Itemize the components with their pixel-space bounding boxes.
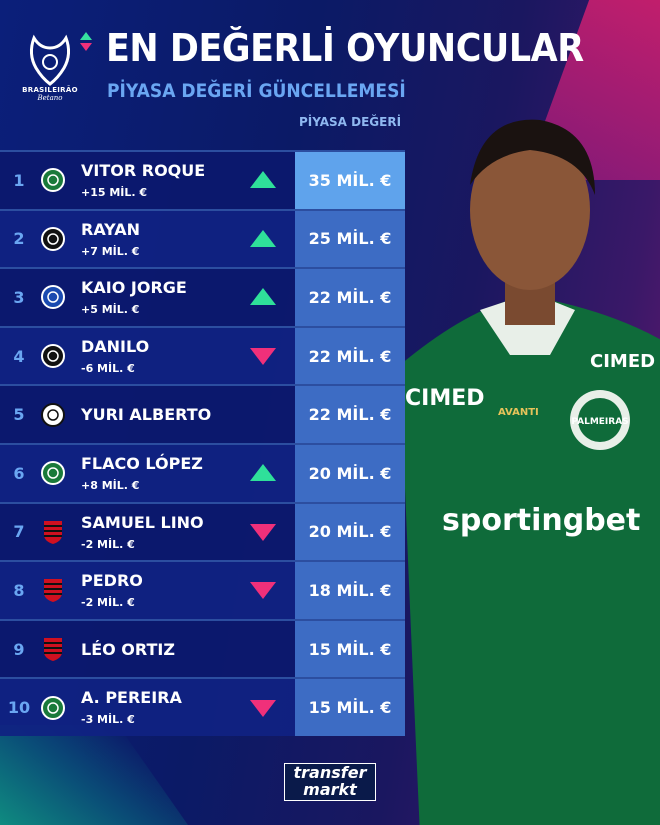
transfermarkt-logo: transfer markt	[284, 763, 376, 801]
market-value: 22 MİL. €	[295, 269, 405, 326]
trend-down-icon	[250, 582, 276, 600]
rank-number: 5	[13, 405, 25, 425]
column-header-value: PİYASA DEĞERİ	[298, 115, 402, 129]
table-row: 7 SAMUEL LINO -2 MİL. € 20 MİL. €	[0, 501, 405, 561]
player-name: A. PEREIRA	[81, 688, 182, 708]
value-change: -6 MİL. €	[81, 361, 135, 375]
market-value: 15 MİL. €	[295, 679, 405, 736]
club-crest-icon	[41, 285, 65, 310]
player-name: RAYAN	[81, 219, 140, 239]
rank-number: 7	[13, 522, 25, 542]
photo-kit-brand: AVANTI	[498, 407, 539, 418]
photo-shirt-text-2: CIMED	[590, 351, 655, 372]
table-row: 2 RAYAN +7 MİL. € 25 MİL. €	[0, 208, 405, 268]
trend-down-icon	[250, 523, 276, 541]
rank-number: 9	[13, 639, 25, 659]
value-change: -2 MİL. €	[81, 596, 135, 610]
up-triangle-icon	[80, 32, 92, 40]
rank-number: 2	[13, 229, 25, 249]
market-value: 20 MİL. €	[295, 503, 405, 561]
trend-up-icon	[250, 171, 276, 189]
player-name: SAMUEL LINO	[81, 512, 204, 532]
table-row: 3 KAIO JORGE +5 MİL. € 22 MİL. €	[0, 267, 405, 326]
trend-down-icon	[250, 348, 276, 366]
table-row: 4 DANILO -6 MİL. € 22 MİL. €	[0, 325, 405, 385]
trend-up-icon	[250, 464, 276, 482]
trend-up-icon	[250, 229, 276, 247]
table-row: 5 YURI ALBERTO 22 MİL. €	[0, 384, 405, 443]
trend-down-icon	[250, 699, 276, 717]
player-name: PEDRO	[81, 571, 143, 591]
league-trophy-icon	[29, 34, 71, 86]
value-change: +8 MİL. €	[81, 478, 140, 492]
rank-number: 6	[13, 463, 25, 483]
rank-number: 1	[13, 170, 25, 190]
club-crest-icon	[41, 695, 65, 720]
player-photo: PALMEIRAS sportingbet CIMED CIMED AVANTI	[400, 119, 660, 825]
rank-number: 3	[13, 287, 25, 307]
page-title: EN DEĞERLİ OYUNCULAR	[106, 26, 584, 70]
club-crest-icon	[41, 402, 65, 427]
photo-sponsor: sportingbet	[442, 503, 640, 538]
player-name: VITOR ROQUE	[81, 161, 206, 180]
market-value: 35 MİL. €	[295, 152, 405, 209]
market-value: 15 MİL. €	[295, 620, 405, 678]
photo-shirt-text: CIMED	[405, 386, 485, 411]
player-name: KAIO JORGE	[81, 278, 187, 298]
table-row: 10 A. PEREIRA -3 MİL. € 15 MİL. €	[0, 677, 405, 736]
table-row: 8 PEDRO -2 MİL. € 18 MİL. €	[0, 560, 405, 619]
club-crest-icon	[41, 226, 65, 251]
value-change: +5 MİL. €	[81, 303, 140, 317]
value-change: +7 MİL. €	[81, 244, 140, 258]
market-value: 22 MİL. €	[295, 327, 405, 385]
table-row: 1 VITOR ROQUE +15 MİL. € 35 MİL. €	[0, 150, 405, 209]
club-crest-icon	[41, 344, 65, 369]
page-subtitle: PİYASA DEĞERİ GÜNCELLEMESİ	[107, 80, 406, 102]
player-name: LÉO ORTIZ	[81, 639, 175, 659]
club-crest-icon	[44, 520, 62, 544]
club-crest-icon	[44, 638, 62, 662]
player-name: FLACO LÓPEZ	[81, 453, 203, 473]
market-value: 20 MİL. €	[295, 444, 405, 502]
market-value: 25 MİL. €	[295, 210, 405, 268]
value-change: -3 MİL. €	[81, 713, 135, 727]
player-name: DANILO	[81, 336, 150, 356]
photo-badge: PALMEIRAS	[571, 417, 628, 427]
market-value: 18 MİL. €	[295, 562, 405, 619]
table-row: 9 LÉO ORTIZ 15 MİL. €	[0, 618, 405, 678]
down-triangle-icon	[80, 43, 92, 51]
decor-green-stripe	[0, 725, 203, 825]
club-crest-icon	[44, 579, 62, 603]
player-name: YURI ALBERTO	[81, 405, 212, 425]
ranking-table: 1 VITOR ROQUE +15 MİL. € 35 MİL. € 2 RAY…	[0, 150, 405, 736]
value-change: -2 MİL. €	[81, 537, 135, 551]
rank-number: 10	[7, 698, 31, 718]
rank-number: 4	[13, 346, 25, 366]
club-crest-icon	[41, 461, 65, 486]
rank-number: 8	[13, 580, 25, 600]
trend-up-icon	[250, 288, 276, 306]
market-value: 22 MİL. €	[295, 386, 405, 443]
brasileirao-logo: BRASILEIRÃO Betano	[20, 34, 80, 102]
value-change: +15 MİL. €	[81, 186, 148, 199]
club-crest-icon	[41, 168, 65, 193]
table-row: 6 FLACO LÓPEZ +8 MİL. € 20 MİL. €	[0, 442, 405, 502]
